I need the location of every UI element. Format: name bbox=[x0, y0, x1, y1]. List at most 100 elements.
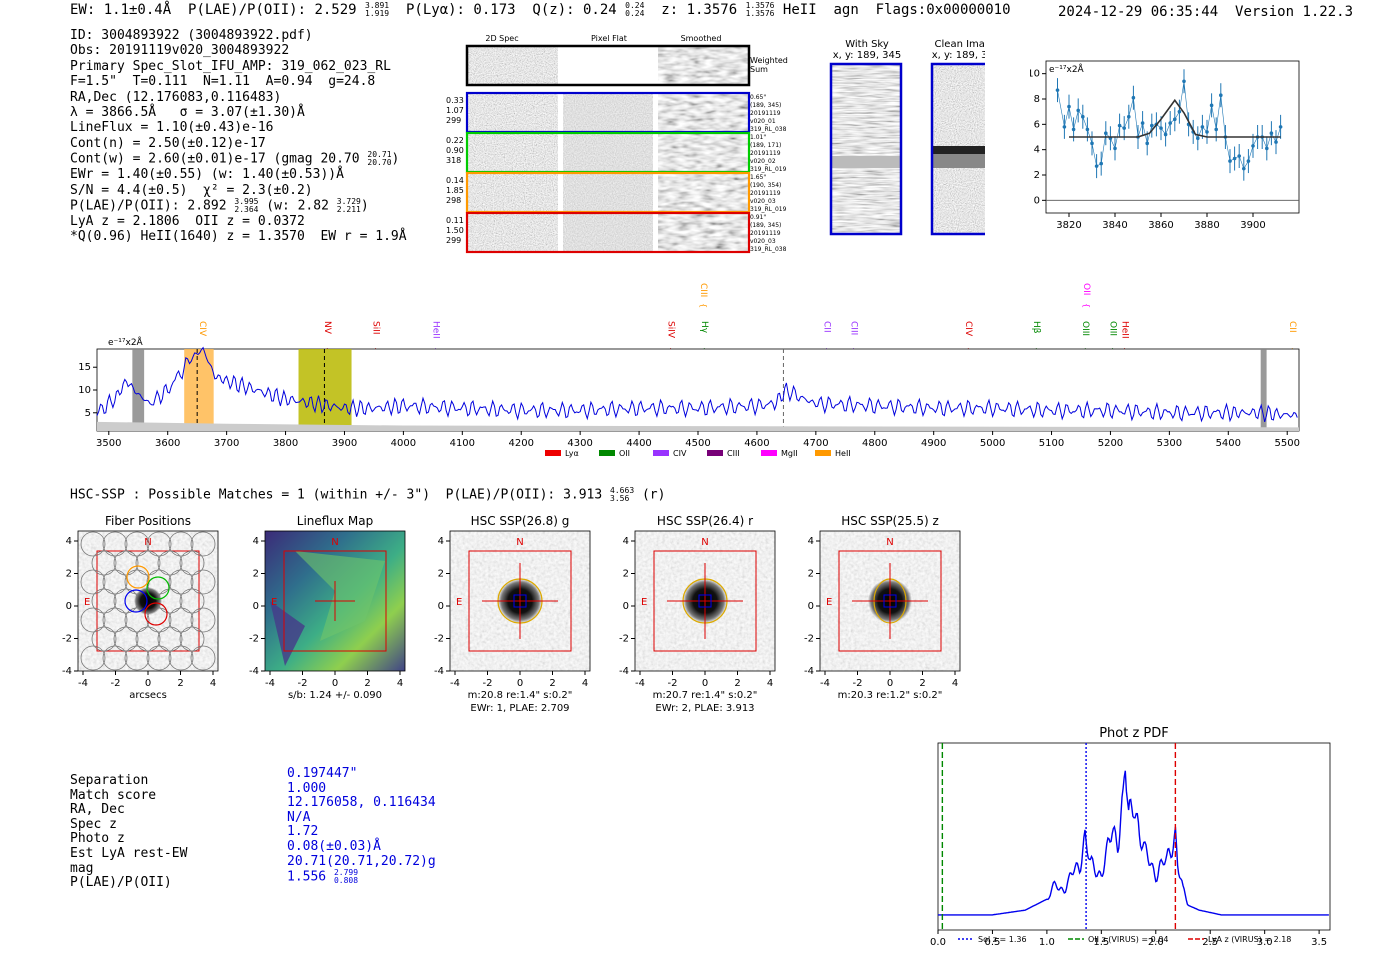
panel-caption-1: s/b: 1.24 +/- 0.090 bbox=[288, 690, 382, 701]
fit-xtick: 3840 bbox=[1102, 220, 1127, 231]
spec-ylabel: e⁻¹⁷x2Å bbox=[108, 336, 144, 348]
fit-ytick: 4 bbox=[1034, 145, 1040, 156]
spec-xtick: 3600 bbox=[155, 438, 180, 449]
fit-ylabel: e⁻¹⁷x2Å bbox=[1049, 63, 1085, 75]
panel-xtick: -2 bbox=[298, 678, 308, 689]
spec-line-label-3: HeII bbox=[430, 321, 440, 339]
fit-point bbox=[1055, 88, 1060, 92]
z-lo: 1.3576 bbox=[745, 9, 775, 18]
cutout-num: 318 bbox=[446, 156, 461, 165]
panel-ytick: -2 bbox=[434, 634, 444, 645]
cutout-num: 0.90 bbox=[446, 146, 464, 155]
north-label: N bbox=[331, 537, 338, 548]
full-spectrum-plot: CIV{NV{SiII{HeII{SiIV{CIII{Hγ{CII{CIII{C… bbox=[78, 283, 1300, 458]
legend-swatch-4 bbox=[761, 450, 777, 456]
header-summary: EW: 1.1±0.4Å P(LAE)/P(OII): 2.529 3.891 1… bbox=[70, 1, 1011, 19]
fit-model-line bbox=[1069, 98, 1281, 138]
spec-xtick: 3700 bbox=[214, 438, 239, 449]
panel-ytick: 0 bbox=[66, 601, 72, 612]
panel-xtick: 2 bbox=[549, 678, 555, 689]
cutout-meta: 319_RL_038 bbox=[750, 126, 787, 133]
cutout-num: 0.33 bbox=[446, 96, 464, 105]
cutout-meta: 20191119 bbox=[750, 190, 781, 197]
info-obs: Obs: 20191119v020_3004893922 bbox=[70, 43, 290, 59]
legend-swatch-5 bbox=[815, 450, 831, 456]
spec-xtick: 3500 bbox=[96, 438, 121, 449]
panel-xtick: 0 bbox=[702, 678, 708, 689]
spec-xtick: 3900 bbox=[332, 438, 357, 449]
panel-ytick: -4 bbox=[249, 666, 259, 677]
cutout-meta: (189, 345) bbox=[750, 102, 781, 109]
agn-flag: agn bbox=[833, 2, 859, 18]
with-sky-title: With Sky bbox=[845, 39, 889, 50]
info-contn: Cont(n) = 2.50(±0.12)e-17 bbox=[70, 135, 266, 151]
panel-caption-2: EWr: 1, PLAE: 2.709 bbox=[470, 703, 569, 714]
svg-text:{: { bbox=[1082, 303, 1091, 308]
fit-point bbox=[1278, 125, 1283, 129]
fit-ytick: 2 bbox=[1034, 170, 1040, 181]
sky-images: With Sky x, y: 189, 345 Clean Image x, y… bbox=[829, 39, 985, 236]
info-id: ID: 3004893922 (3004893922.pdf) bbox=[70, 28, 313, 43]
panel-xtick: 0 bbox=[145, 678, 151, 689]
legend-swatch-0 bbox=[545, 450, 561, 456]
spec-xtick: 5500 bbox=[1274, 438, 1299, 449]
panel-title: Lineflux Map bbox=[297, 514, 373, 528]
plae-lo: 1.919 bbox=[365, 9, 390, 18]
pdf-xtick: 2.5 bbox=[1202, 937, 1218, 948]
pdf-curve bbox=[938, 770, 1329, 916]
panel-xtick: -2 bbox=[111, 678, 121, 689]
panel-ytick: 4 bbox=[253, 536, 259, 547]
east-label: E bbox=[826, 597, 832, 608]
spec-line-label-14: HeII bbox=[1119, 321, 1129, 339]
east-label: E bbox=[271, 597, 277, 608]
spec-xtick: 4500 bbox=[685, 438, 710, 449]
panel-caption-1: arcsecs bbox=[129, 690, 167, 701]
panel-ytick: -4 bbox=[619, 666, 629, 677]
panel-ytick: -2 bbox=[619, 634, 629, 645]
spec-xtick: 4700 bbox=[803, 438, 828, 449]
spectra-cutouts: 2D Spec Pixel Flat Smoothed Weighted Sum… bbox=[446, 34, 788, 254]
panel-ytick: -4 bbox=[434, 666, 444, 677]
plae-hi: 3.891 bbox=[365, 1, 390, 10]
panel-xtick: 2 bbox=[734, 678, 740, 689]
spec-line-label-1: NV bbox=[322, 321, 332, 335]
weighted-sum-row: Weighted Sum bbox=[465, 44, 788, 87]
cutout-meta: 1.01" bbox=[750, 134, 766, 141]
panel-xtick: -4 bbox=[635, 678, 645, 689]
spec-line-label-15: CII bbox=[1287, 321, 1297, 333]
pdf-legend-0: Sol z = 1.36 bbox=[978, 935, 1027, 944]
spec-ytick: 5 bbox=[85, 408, 91, 419]
match-specz: N/A bbox=[287, 809, 311, 825]
hsc-panel-2: HSC SSP(26.8) g N E -4 4 -2 2 0 0 2 -2 4 -4 m:20.8 re… bbox=[434, 514, 591, 714]
pdf-xtick: 3.5 bbox=[1311, 937, 1327, 948]
spec-xtick: 4300 bbox=[567, 438, 592, 449]
match-mag: 20.71(20.71,20.72)g bbox=[287, 853, 436, 869]
plya-value: P(Lyα): 0.173 bbox=[405, 2, 516, 18]
panel-ytick: -4 bbox=[62, 666, 72, 677]
cutout-meta: v020_02 bbox=[750, 158, 776, 165]
detection-info: ID: 3004893922 (3004893922.pdf) Obs: 2019… bbox=[70, 28, 407, 245]
with-sky-image bbox=[832, 65, 900, 234]
spec-line-label-7: CII bbox=[822, 321, 832, 333]
spec-sky-band bbox=[97, 421, 1299, 431]
match-label-5: Est LyA rest-EW bbox=[70, 845, 188, 861]
legend-label-2: CIV bbox=[673, 449, 687, 458]
match-label-0: Separation bbox=[70, 773, 149, 788]
spec-xtick: 5300 bbox=[1157, 438, 1182, 449]
panel-title: Fiber Positions bbox=[105, 514, 191, 528]
hsc-panel-3: HSC SSP(26.4) r N E -4 4 -2 2 0 0 2 -2 4 -4 m:20.7 re… bbox=[619, 514, 776, 714]
cutout-num: 1.50 bbox=[446, 226, 464, 235]
cutout-meta: v020_03 bbox=[750, 238, 776, 245]
cutout-meta: 319_RL_019 bbox=[750, 166, 787, 173]
north-label: N bbox=[144, 537, 151, 548]
cutout-num: 298 bbox=[446, 196, 461, 205]
clean-coords: x, y: 189, 345 bbox=[932, 50, 985, 61]
panel-xtick: -2 bbox=[668, 678, 678, 689]
panel-ytick: 2 bbox=[438, 569, 444, 580]
plae-value: P(LAE)/P(OII): 2.529 bbox=[188, 2, 357, 18]
spec-xtick: 4100 bbox=[450, 438, 475, 449]
clean-title: Clean Image bbox=[935, 39, 985, 50]
weighted-label: Weighted bbox=[750, 56, 788, 65]
